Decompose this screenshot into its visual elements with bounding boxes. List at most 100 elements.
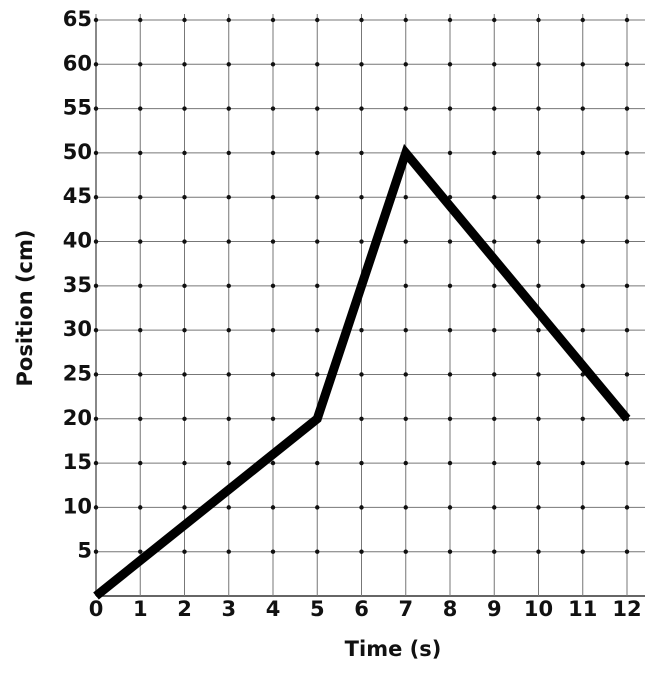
grid-dot [359, 460, 364, 466]
grid-dot [536, 372, 541, 377]
grid-dot [403, 17, 408, 23]
grid-dot [359, 239, 364, 244]
grid-dot [492, 150, 497, 156]
grid-dot [624, 372, 630, 377]
grid-dot [492, 372, 497, 377]
grid-dot [492, 505, 497, 510]
grid-dot [536, 62, 541, 67]
grid-dot [226, 283, 231, 289]
grid-dot [226, 106, 231, 111]
grid-dot [624, 62, 630, 67]
grid-dot [270, 505, 276, 510]
grid-dot [270, 106, 276, 111]
x-tick-label: 7 [398, 597, 413, 621]
y-tick-label: 60 [63, 51, 92, 75]
grid-dot [315, 17, 320, 23]
grid-dot [403, 549, 408, 554]
grid-dot [182, 460, 187, 466]
grid-dot [359, 505, 364, 510]
grid-dot [447, 460, 453, 466]
grid-dot [315, 505, 320, 510]
grid-dot [580, 17, 585, 23]
grid-dot [447, 239, 453, 244]
grid-dot [624, 106, 630, 111]
grid-dot [580, 150, 585, 156]
y-tick-label: 20 [63, 406, 92, 430]
x-tick-label: 5 [310, 597, 325, 621]
grid-dot [624, 239, 630, 244]
grid-dot [447, 17, 453, 23]
x-tick-label: 1 [133, 597, 148, 621]
grid-dot [93, 505, 99, 510]
y-tick-label: 5 [77, 539, 92, 563]
grid-dot [492, 283, 497, 289]
grid-dot [492, 17, 497, 23]
grid-dot [580, 106, 585, 111]
x-tick-label: 8 [443, 597, 458, 621]
grid-dot [315, 549, 320, 554]
grid-dot [315, 106, 320, 111]
grid-dot [447, 283, 453, 289]
grid-dot [315, 460, 320, 466]
grid-dot [447, 505, 453, 510]
x-tick-label: 6 [354, 597, 369, 621]
grid-dot [492, 195, 497, 200]
grid-dot [315, 372, 320, 377]
grid-dot [182, 283, 187, 289]
grid-dot [182, 150, 187, 156]
grid-dot [447, 150, 453, 156]
grid-dot [624, 460, 630, 466]
grid-dot [359, 416, 364, 421]
grid-dot [138, 283, 143, 289]
grid-dot [536, 283, 541, 289]
grid-dot [536, 416, 541, 421]
grid-dot [580, 195, 585, 200]
grid-dot [93, 106, 99, 111]
grid-dot [182, 505, 187, 510]
grid-dot [270, 460, 276, 466]
grid-dot [536, 327, 541, 333]
grid-dot [182, 416, 187, 421]
grid-dot [226, 549, 231, 554]
grid-dot [138, 150, 143, 156]
grid-dot [182, 195, 187, 200]
y-tick-label: 35 [63, 273, 92, 297]
grid-dot [447, 62, 453, 67]
grid-dot [270, 416, 276, 421]
y-tick-label: 30 [63, 317, 92, 341]
grid-dot [315, 327, 320, 333]
grid-dot [93, 372, 99, 377]
grid-dot [93, 62, 99, 67]
grid-dot [492, 327, 497, 333]
grid-dot [536, 549, 541, 554]
grid-dot [536, 150, 541, 156]
grid-dot [138, 372, 143, 377]
grid-dot [403, 416, 408, 421]
grid-dot [447, 416, 453, 421]
grid-dot [447, 549, 453, 554]
grid-dot [624, 505, 630, 510]
x-tick-label: 12 [612, 597, 641, 621]
grid-dot [226, 460, 231, 466]
grid-dot [226, 505, 231, 510]
grid-dot [270, 549, 276, 554]
grid-dot [270, 283, 276, 289]
grid-dot [403, 327, 408, 333]
grid-dot [492, 416, 497, 421]
grid-dot [536, 17, 541, 23]
grid-dot [492, 62, 497, 67]
grid-dot [226, 17, 231, 23]
grid-dot [580, 327, 585, 333]
grid-dot [359, 372, 364, 377]
grid-dot [580, 416, 585, 421]
grid-dot [226, 239, 231, 244]
grid-dot [270, 150, 276, 156]
grid-dot [138, 416, 143, 421]
grid-dot [138, 460, 143, 466]
grid-dot [492, 239, 497, 244]
grid-dot [403, 106, 408, 111]
x-tick-label: 10 [524, 597, 553, 621]
grid-dot [403, 239, 408, 244]
y-tick-label: 40 [63, 229, 92, 253]
